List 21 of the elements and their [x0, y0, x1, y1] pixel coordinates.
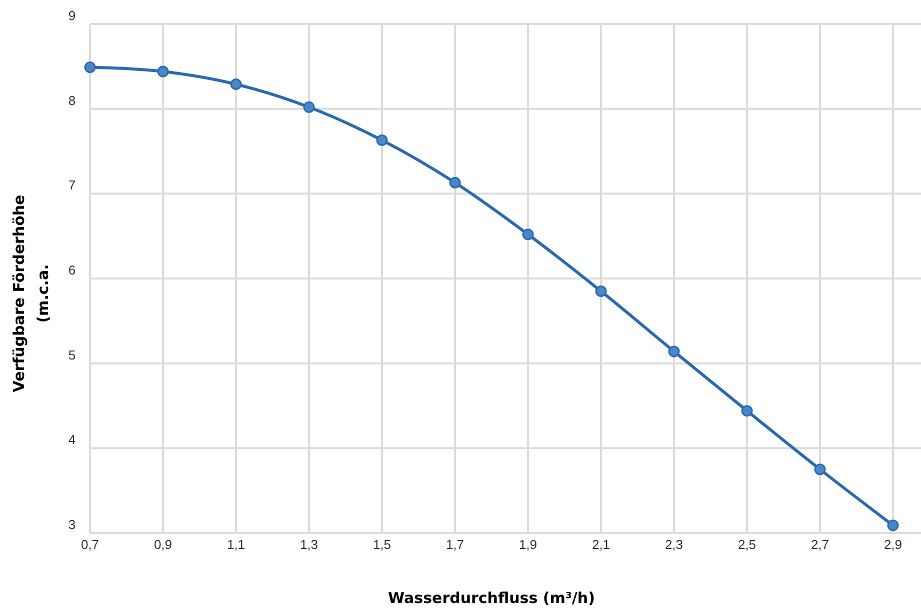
y-tick-label: 8	[68, 92, 76, 108]
x-tick-label: 1,9	[518, 537, 538, 552]
x-axis-title: Wasserdurchfluss (m³/h)	[388, 589, 595, 607]
x-tick-label: 2,5	[738, 537, 756, 552]
y-tick-label: 6	[68, 262, 76, 278]
y-tick-label: 9	[68, 8, 76, 23]
x-tick-label: 2,9	[884, 537, 902, 552]
x-tick-label: 0,9	[154, 537, 172, 552]
x-tick-label: 1,7	[446, 537, 464, 552]
x-tick-label: 1,5	[372, 537, 392, 552]
y-axis-title: Verfügbare Förderhöhe (m.c.a.	[10, 194, 52, 392]
y-tick-label: 3	[68, 517, 76, 532]
y-tick-label: 4	[68, 432, 76, 448]
y-tick-label: 7	[68, 178, 76, 193]
x-tick-label: 2,3	[664, 537, 684, 552]
x-tick-label: 2,7	[810, 537, 830, 552]
y-tick-label: 5	[68, 347, 76, 362]
x-tick-label: 2,1	[592, 537, 610, 552]
x-tick-label: 0,7	[80, 537, 100, 552]
x-tick-label: 1,1	[226, 537, 246, 552]
x-tick-label: 1,3	[300, 537, 318, 552]
